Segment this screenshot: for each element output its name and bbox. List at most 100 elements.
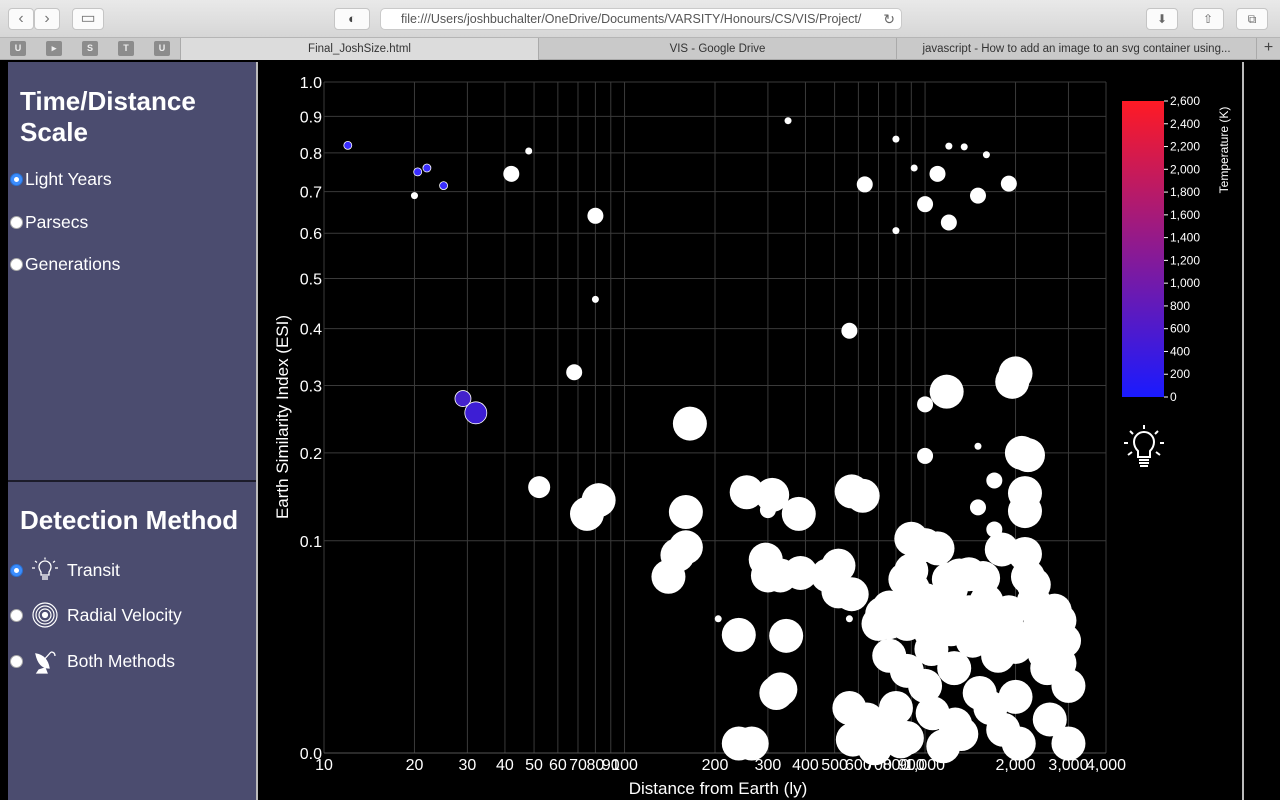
bookmark-youtube-icon[interactable]: ▸ — [46, 41, 62, 56]
exoplanet-point[interactable] — [917, 196, 934, 213]
scale-option-generations[interactable]: Generations — [10, 253, 120, 275]
radio-both-methods[interactable] — [10, 654, 23, 668]
exoplanet-point[interactable] — [503, 165, 520, 182]
downloads-button[interactable]: ⬇ — [1146, 8, 1178, 30]
exoplanet-point[interactable] — [1007, 494, 1042, 529]
exoplanet-point[interactable] — [910, 164, 918, 172]
reload-icon[interactable]: ↻ — [883, 11, 895, 27]
exoplanet-point[interactable] — [783, 555, 818, 590]
exoplanet-point[interactable] — [917, 447, 934, 464]
exoplanet-point[interactable] — [1032, 702, 1067, 737]
exoplanet-point[interactable] — [969, 187, 986, 204]
exoplanet-point[interactable] — [969, 499, 986, 516]
exoplanet-point[interactable] — [413, 167, 423, 177]
exoplanet-point[interactable] — [528, 476, 551, 499]
exoplanet-point[interactable] — [974, 442, 982, 450]
exoplanet-point[interactable] — [581, 483, 616, 518]
tab-google-drive[interactable]: VIS - Google Drive — [538, 38, 896, 60]
exoplanet-point[interactable] — [889, 720, 924, 755]
exoplanet-point[interactable] — [929, 165, 946, 182]
exoplanet-point[interactable] — [587, 207, 604, 224]
exoplanet-point[interactable] — [944, 717, 979, 752]
exoplanet-point[interactable] — [908, 668, 943, 703]
exoplanet-point[interactable] — [763, 672, 798, 707]
exoplanet-point[interactable] — [878, 690, 913, 725]
exoplanet-point[interactable] — [525, 147, 533, 155]
bookmark-3[interactable]: S — [82, 41, 98, 56]
exoplanet-point[interactable] — [960, 143, 968, 151]
exoplanet-point[interactable] — [464, 401, 488, 425]
exoplanet-point[interactable] — [1000, 175, 1017, 192]
method-option-transit[interactable]: Transit — [10, 556, 120, 584]
sidebar-toggle-button[interactable]: ▭ — [72, 8, 104, 30]
exoplanet-point[interactable] — [672, 406, 707, 441]
exoplanet-point[interactable] — [856, 176, 873, 193]
exoplanet-point[interactable] — [845, 615, 853, 623]
lightbulb-icon[interactable] — [1124, 425, 1164, 467]
exoplanet-point[interactable] — [797, 557, 805, 565]
bookmark-1[interactable]: U — [10, 41, 26, 56]
bookmark-5[interactable]: U — [154, 41, 170, 56]
exoplanet-point[interactable] — [1010, 438, 1045, 473]
scale-option-label: Generations — [25, 253, 121, 274]
exoplanet-point[interactable] — [892, 227, 900, 235]
back-button[interactable]: ‹ — [8, 8, 34, 30]
exoplanet-point[interactable] — [929, 374, 964, 409]
exoplanet-point[interactable] — [410, 192, 418, 200]
privacy-shield-icon[interactable]: ◐ — [334, 8, 370, 30]
exoplanet-point[interactable] — [668, 530, 703, 565]
exoplanet-point[interactable] — [769, 618, 804, 653]
radio-transit[interactable] — [10, 563, 23, 577]
exoplanet-point[interactable] — [439, 181, 448, 191]
share-button[interactable]: ⇧ — [1192, 8, 1224, 30]
exoplanet-point[interactable] — [945, 142, 953, 150]
exoplanet-point[interactable] — [668, 494, 703, 529]
exoplanet-point[interactable] — [591, 295, 599, 303]
exoplanet-point[interactable] — [729, 475, 764, 510]
exoplanet-point[interactable] — [422, 163, 432, 173]
exoplanet-point[interactable] — [998, 629, 1033, 664]
exoplanet-point[interactable] — [998, 356, 1033, 391]
exoplanet-point[interactable] — [892, 135, 900, 143]
exoplanet-point[interactable] — [998, 679, 1033, 714]
exoplanet-point[interactable] — [821, 548, 856, 583]
forward-button[interactable]: › — [34, 8, 60, 30]
exoplanet-point[interactable] — [714, 615, 722, 623]
exoplanet-point[interactable] — [1047, 623, 1082, 658]
exoplanet-point[interactable] — [721, 617, 756, 652]
exoplanet-point[interactable] — [1051, 726, 1086, 761]
exoplanet-point[interactable] — [755, 477, 790, 512]
radio-parsecs[interactable] — [10, 215, 23, 229]
exoplanet-point[interactable] — [917, 396, 934, 413]
exoplanet-point[interactable] — [920, 531, 955, 566]
exoplanet-point[interactable] — [734, 726, 769, 761]
scale-option-parsecs[interactable]: Parsecs — [10, 211, 88, 233]
exoplanet-point[interactable] — [566, 364, 583, 381]
show-tabs-button[interactable]: ⧉ — [1236, 8, 1268, 30]
exoplanet-point[interactable] — [986, 472, 1003, 489]
exoplanet-point[interactable] — [781, 496, 816, 531]
radio-light-years[interactable] — [10, 172, 23, 186]
exoplanet-point[interactable] — [1001, 726, 1036, 761]
exoplanet-point[interactable] — [834, 577, 869, 612]
tab-stackoverflow[interactable]: javascript - How to add an image to an s… — [896, 38, 1256, 60]
exoplanet-point[interactable] — [343, 140, 353, 150]
scale-option-light-years[interactable]: Light Years — [10, 168, 112, 190]
exoplanet-point[interactable] — [454, 390, 472, 407]
radio-generations[interactable] — [10, 257, 23, 271]
tab-final-joshsize[interactable]: Final_JoshSize.html — [180, 38, 538, 60]
exoplanet-point[interactable] — [940, 214, 957, 231]
method-option-both[interactable]: Both Methods — [10, 647, 175, 675]
radio-radial-velocity[interactable] — [10, 608, 23, 622]
exoplanet-point[interactable] — [937, 651, 972, 686]
exoplanet-point[interactable] — [982, 151, 990, 159]
legend-tick-label: 1,400 — [1170, 231, 1200, 245]
exoplanet-point[interactable] — [1051, 668, 1086, 703]
new-tab-button[interactable]: + — [1256, 38, 1280, 60]
method-option-radial-velocity[interactable]: Radial Velocity — [10, 601, 182, 629]
exoplanet-point[interactable] — [845, 478, 880, 513]
exoplanet-point[interactable] — [784, 117, 792, 125]
address-bar[interactable]: file:///Users/joshbuchalter/OneDrive/Doc… — [380, 8, 902, 30]
exoplanet-point[interactable] — [841, 322, 858, 339]
bookmark-4[interactable]: T — [118, 41, 134, 56]
